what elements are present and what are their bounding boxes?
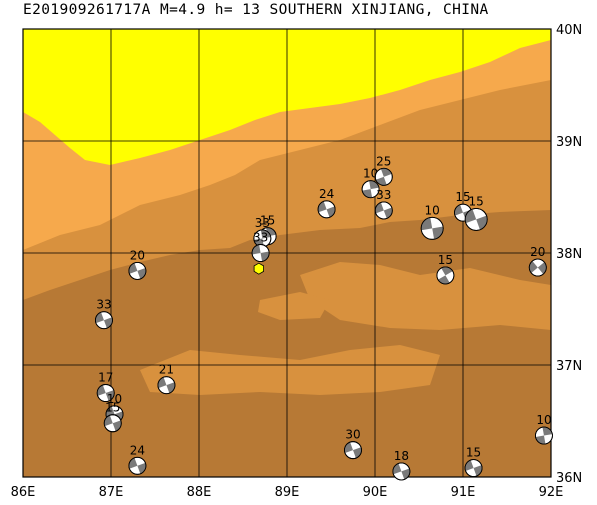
latitude-label: 39N (556, 135, 582, 150)
longitude-label: 89E (275, 485, 300, 500)
depth-label: 15 (455, 190, 470, 204)
beachball-outline (392, 462, 411, 481)
depth-label: 25 (376, 154, 391, 168)
beachball-outline (344, 441, 362, 460)
depth-label: 15 (469, 194, 484, 208)
depth-label: 24 (130, 443, 145, 457)
longitude-label: 88E (187, 485, 212, 500)
longitude-label: 92E (539, 485, 564, 500)
beachball-outline (128, 261, 147, 280)
focal-mechanism[interactable]: 10 (420, 203, 444, 240)
beachball-compression (441, 266, 453, 276)
focal-mechanisms: 1025332410151520151533332033211710152430… (95, 154, 553, 481)
longitude-label: 87E (99, 485, 124, 500)
focal-mechanism[interactable]: 30 (344, 428, 362, 460)
focal-mechanism[interactable]: 17 (96, 371, 115, 402)
depth-label: 18 (394, 449, 409, 463)
focal-mechanism[interactable]: 15 (436, 253, 455, 285)
depth-label: 17 (98, 371, 113, 385)
longitude-label: 91E (451, 485, 476, 500)
depth-label: 15 (466, 446, 481, 460)
terrain-basin (258, 292, 330, 320)
beachball-outline (436, 266, 455, 285)
latitude-label: 40N (556, 23, 582, 38)
depth-label: 20 (130, 248, 145, 262)
depth-label: 24 (319, 187, 334, 201)
beachball-compression (432, 226, 444, 240)
beachball-outline (374, 201, 393, 220)
beachball-outline (361, 180, 380, 199)
focal-mechanism[interactable]: 18 (392, 449, 411, 481)
focal-mechanism[interactable]: 25 (374, 154, 393, 186)
beachball-outline (157, 376, 176, 395)
beachball-outline (374, 167, 393, 186)
depth-label: 33 (96, 298, 111, 312)
beachball-compression (260, 251, 270, 262)
depth-label: 10 (425, 203, 440, 217)
depth-label: 15 (260, 214, 275, 228)
depth-label: 20 (530, 245, 545, 259)
focal-mechanism[interactable]: 24 (128, 443, 147, 475)
beachball-compression (529, 261, 538, 274)
depth-label: 15 (438, 253, 453, 267)
depth-label: 10 (107, 392, 122, 406)
depth-label: 10 (536, 413, 551, 427)
depth-label: 33 (253, 231, 268, 245)
map-title: E201909261717A M=4.9 h= 13 SOUTHERN XINJ… (23, 2, 489, 18)
focal-mechanism[interactable]: 33 (253, 216, 272, 248)
focal-mechanism[interactable]: 21 (157, 363, 176, 395)
beachball-outline (128, 456, 147, 475)
focal-mechanism[interactable]: 10 (361, 167, 380, 199)
beachball-outline (96, 384, 115, 402)
map-frame (22, 28, 552, 478)
beachball-compression (542, 427, 553, 436)
depth-label: 10 (363, 167, 378, 181)
beachball-outline (464, 459, 483, 477)
terrain-basin (140, 345, 440, 395)
beachball-compression (535, 435, 546, 445)
epicenter-marker[interactable] (253, 262, 265, 275)
focal-mechanism[interactable]: 15 (103, 401, 122, 433)
focal-mechanism[interactable]: 24 (317, 187, 336, 219)
depth-label: 21 (159, 363, 174, 377)
beachball-outline (464, 207, 488, 231)
latitude-label: 37N (556, 359, 582, 374)
beachball-outline (95, 311, 113, 330)
beachball-compression (252, 244, 261, 255)
depth-label: 15 (105, 401, 120, 415)
latitude-labels: 40N 39N 38N 37N 36N (556, 23, 582, 486)
beachball-outline (251, 244, 270, 262)
focal-mechanism[interactable]: 33 (374, 188, 393, 220)
beachball-compression (369, 180, 379, 190)
focal-mechanism[interactable]: 10 (535, 413, 553, 445)
terrain-basin (300, 262, 551, 330)
longitude-label: 90E (363, 485, 388, 500)
beachball-compression (362, 189, 373, 198)
beachball-outline (535, 426, 553, 445)
latitude-label: 36N (556, 471, 582, 486)
longitude-label: 86E (11, 485, 36, 500)
beachball-outline (317, 200, 336, 219)
beachball-compression (438, 275, 450, 284)
depth-label: 33 (255, 216, 270, 230)
latitude-label: 38N (556, 247, 582, 262)
focal-mechanism[interactable]: 15 (464, 446, 483, 477)
focal-mechanism[interactable]: 20 (128, 248, 147, 280)
depth-label: 33 (376, 188, 391, 202)
beachball-compression (537, 262, 547, 275)
focal-mechanism[interactable]: 15 (464, 194, 488, 231)
beachball-compression (260, 229, 271, 239)
beachball-outline (103, 414, 122, 433)
focal-mechanism[interactable]: 33 (95, 298, 113, 330)
depth-label: 30 (345, 428, 360, 442)
beachball-outline (528, 258, 547, 277)
beachball-outline (420, 216, 444, 240)
lat-lon-grid (23, 29, 551, 477)
focal-mechanism[interactable]: 33 (251, 231, 270, 262)
beachball-compression (421, 217, 433, 231)
focal-mechanism[interactable]: 20 (528, 245, 547, 277)
longitude-labels: 86E 87E 88E 89E 90E 91E 92E (11, 485, 564, 500)
